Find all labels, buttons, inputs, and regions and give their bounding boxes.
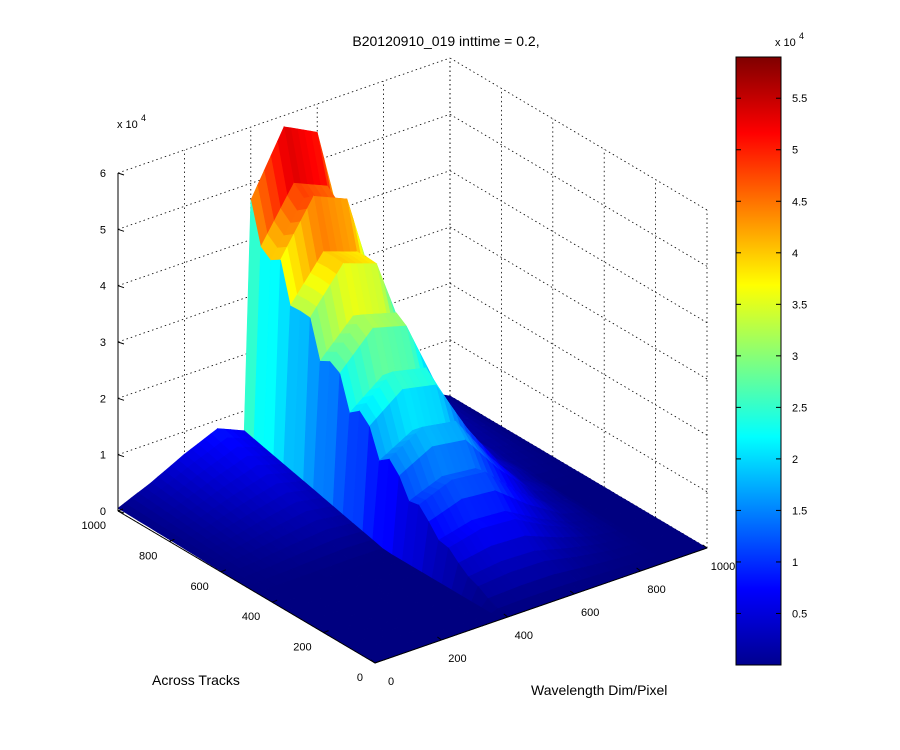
grid-line [449,57,708,211]
x-tick-label: 400 [515,630,533,642]
grid-line [449,113,708,267]
grid-line [449,170,708,324]
x-tick-label: 200 [448,653,466,665]
grid-line [449,339,708,493]
grid-line [117,57,451,174]
z-tick-label: 6 [100,168,106,180]
y-tick [220,569,226,573]
colorbar-tick-label: 5.5 [792,93,807,105]
chart-title: B20120910_019 inttime = 0.2, [352,33,539,49]
y-tick-label: 800 [139,550,157,562]
x-axis-line [374,547,708,664]
colorbar-tick-label: 1 [792,557,798,569]
y-tick-label: 600 [190,581,208,593]
x-tick-label: 800 [647,584,665,596]
colorbar-tick-label: 3.5 [792,299,807,311]
z-tick-label: 1 [100,450,106,462]
y-tick-label: 200 [293,642,311,654]
colorbar-tick-label: 4.5 [792,196,807,208]
x-tick [569,590,575,595]
y-tick-label: 1000 [82,520,106,532]
y-tick [169,538,175,542]
x-axis-label: Wavelength Dim/Pixel [531,682,667,698]
colorbar-exponent: 4 [799,31,804,41]
colorbar-fill [735,56,782,666]
z-exponent-label: x 10 [117,119,138,131]
x-tick-label: 1000 [711,561,735,573]
colorbar-tick-label: 0.5 [792,608,807,620]
z-tick [117,285,125,289]
y-tick-label: 0 [357,672,363,684]
y-tick [323,630,329,634]
colorbar-ticks: 0.5 1 1.5 2 2.5 3 3.5 4 4.5 5 5.5 [736,93,807,620]
z-tick-label: 3 [100,337,106,349]
z-tick-label: 5 [100,224,106,236]
z-tick [117,454,125,458]
y-axis-line [117,510,376,664]
y-tick [117,508,124,512]
x-tick [702,544,708,549]
colorbar-exponent-label: x 10 [775,37,796,49]
grid-line [449,282,708,436]
z-tick [117,341,125,345]
colorbar-tick-label: 2.5 [792,402,807,414]
y-tick [272,599,278,603]
x-tick-label: 600 [581,607,599,619]
y-tick-label: 400 [242,611,260,623]
z-tick [117,172,125,176]
x-tick-label: 0 [388,676,394,688]
axes-ticks: 0 1 2 3 4 5 6 0 200 400 600 800 1000 0 200 400 600 800 100… [82,168,736,688]
z-tick [117,397,125,401]
z-tick-label: 2 [100,393,106,405]
colorbar-tick-label: 1.5 [792,505,807,517]
grid-line [449,226,708,380]
colorbar-tick-label: 3 [792,351,798,363]
z-tick-label: 4 [100,281,106,293]
x-tick [636,567,641,572]
z-tick-label: 0 [100,506,106,518]
x-tick [503,613,509,618]
colorbar: 0.5 1 1.5 2 2.5 3 3.5 4 4.5 5 5.5 x 10 4 [735,31,807,666]
z-tick [117,228,125,232]
colorbar-tick-label: 5 [792,145,798,157]
x-tick [370,659,376,664]
colorbar-tick-label: 2 [792,454,798,466]
y-axis-label: Across Tracks [152,672,240,688]
colorbar-tick-label: 4 [792,248,798,260]
surface-plot [117,125,708,664]
x-tick [437,636,442,641]
z-exponent: 4 [141,113,146,123]
